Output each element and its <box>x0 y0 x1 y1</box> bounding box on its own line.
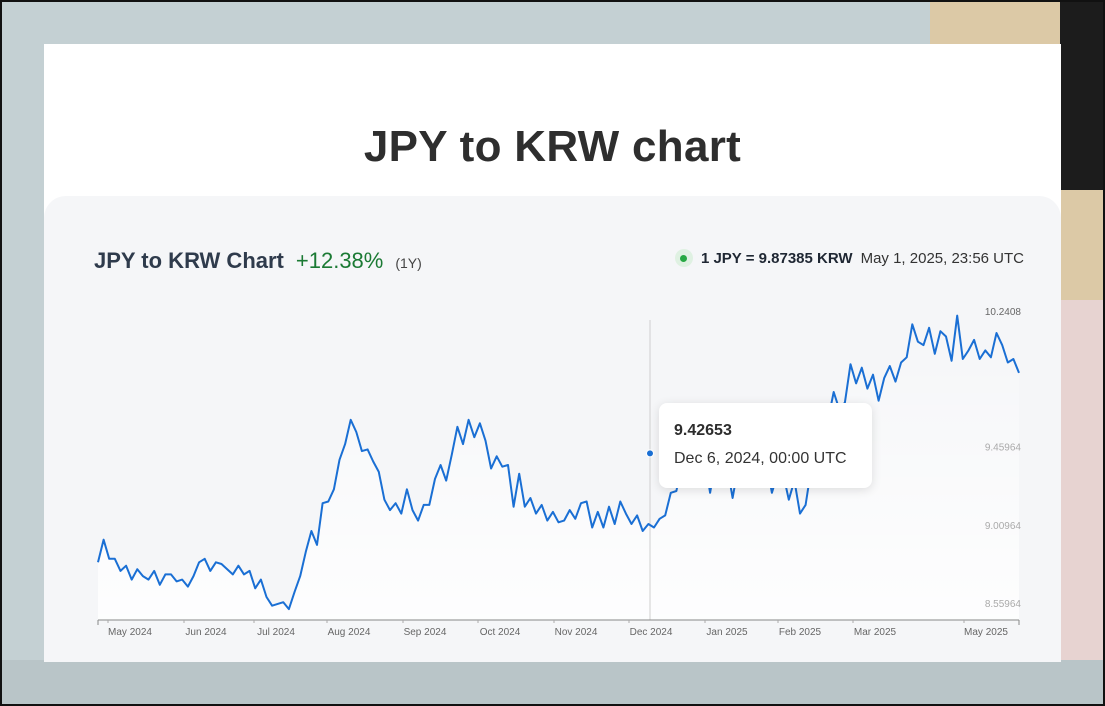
line-chart[interactable]: 8.55964 9.00964 9.45964 10.2408 May 2024 Jun… <box>44 300 1044 645</box>
chart-title: JPY to KRW Chart <box>94 248 284 273</box>
current-rate: 1 JPY = 9.87385 KRW May 1, 2025, 23:56 U… <box>674 249 1024 267</box>
background-desk <box>0 660 1105 706</box>
series-line <box>97 314 1020 611</box>
y-tick-label: 10.2408 <box>985 307 1022 318</box>
x-tick-label: Oct 2024 <box>480 627 521 638</box>
x-tick-label: Jan 2025 <box>706 627 748 638</box>
rate-value: 1 JPY = 9.87385 KRW <box>700 249 853 267</box>
series-area <box>98 315 1019 620</box>
y-tick-label: 8.55964 <box>985 599 1022 610</box>
chart-header: JPY to KRW Chart +12.38% (1Y) <box>94 248 422 274</box>
rate-timestamp: May 1, 2025, 23:56 UTC <box>860 249 1024 267</box>
y-tick-label: 9.00964 <box>985 521 1022 532</box>
x-tick-label: Feb 2025 <box>779 627 822 638</box>
background-screen <box>1060 0 1105 190</box>
period-label: (1Y) <box>395 255 422 271</box>
hover-tooltip: 9.42653 Dec 6, 2024, 00:00 UTC <box>659 403 872 488</box>
x-tick-label: Jun 2024 <box>185 627 227 638</box>
x-tick-label: Mar 2025 <box>854 627 897 638</box>
x-tick-label: Dec 2024 <box>630 627 673 638</box>
tooltip-date: Dec 6, 2024, 00:00 UTC <box>674 450 847 467</box>
page-title: JPY to KRW chart <box>363 122 742 171</box>
x-tick-label: Sep 2024 <box>404 627 447 638</box>
tooltip-value: 9.42653 <box>674 422 732 439</box>
x-tick-label: Jul 2024 <box>257 627 295 638</box>
change-percent: +12.38% <box>295 248 384 273</box>
live-dot-icon <box>674 249 693 267</box>
hover-point <box>646 449 654 458</box>
y-tick-label: 9.45964 <box>985 443 1022 454</box>
background-wall <box>1060 300 1105 706</box>
x-tick-label: May 2024 <box>108 627 152 638</box>
x-tick-label: May 2025 <box>964 627 1008 638</box>
x-tick-label: Nov 2024 <box>555 627 598 638</box>
x-tick-label: Aug 2024 <box>328 627 371 638</box>
